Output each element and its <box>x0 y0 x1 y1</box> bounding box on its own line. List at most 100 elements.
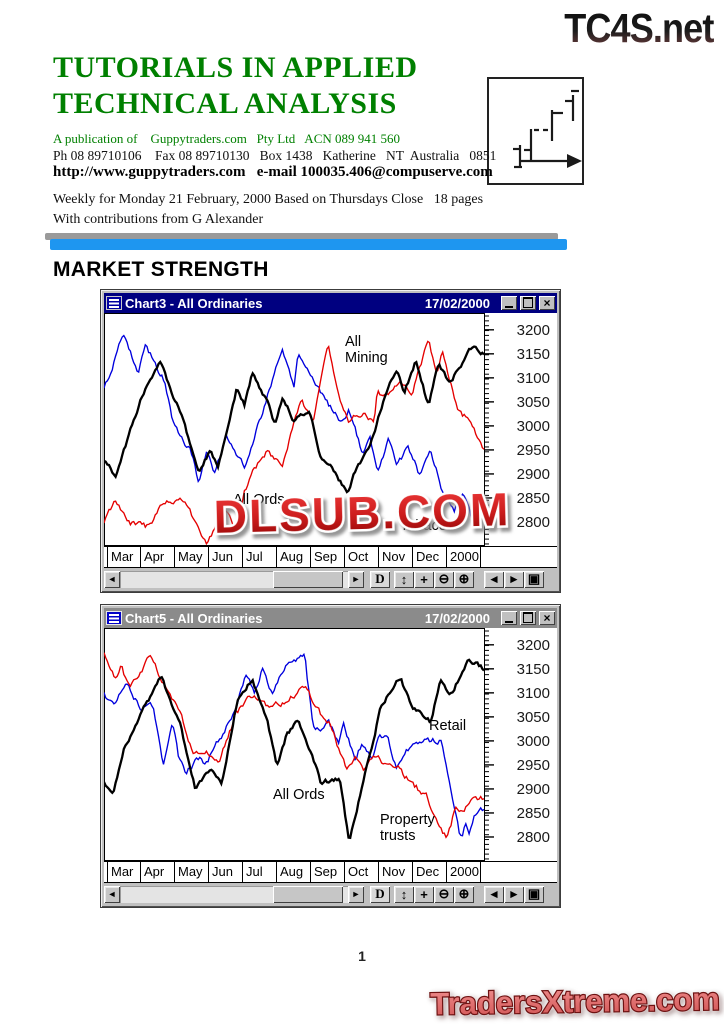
chart5-plot: 3200 3150 3100 3050 3000 2950 2900 2850 2800 Reta… <box>102 628 550 861</box>
page-title-line2: TECHNICAL ANALYSIS <box>53 87 397 120</box>
series-label: Retail <box>429 718 466 734</box>
chart3-window[interactable]: Chart3 - All Ordinaries 17/02/2000 × 320… <box>100 289 561 593</box>
scrollbar-thumb[interactable] <box>272 570 344 588</box>
page-title-line1: TUTORIALS IN APPLIED <box>53 51 418 84</box>
vertical-scale-icon[interactable]: ↕ <box>394 570 414 588</box>
month-cell: Sep <box>311 862 345 882</box>
minimize-button[interactable] <box>501 611 517 625</box>
window-date: 17/02/2000 <box>424 295 490 311</box>
series-retail <box>103 652 485 837</box>
y-tick-label: 3050 <box>517 709 550 726</box>
scrollbar-thumb[interactable] <box>272 885 344 903</box>
publisher-line: A publication of Guppytraders.com Pty Lt… <box>53 131 401 146</box>
y-tick-label: 2800 <box>517 514 550 531</box>
prev-chart-button[interactable]: ◄ <box>484 570 504 588</box>
y-tick-label: 3050 <box>517 394 550 411</box>
vertical-scale-icon[interactable]: ↕ <box>394 885 414 903</box>
y-tick-label: 2850 <box>517 490 550 507</box>
scroll-left-button[interactable]: ◄ <box>104 885 120 903</box>
month-cell: Jul <box>243 862 277 882</box>
chart3-titlebar[interactable]: Chart3 - All Ordinaries 17/02/2000 × <box>104 293 557 313</box>
maximize-icon <box>523 612 533 623</box>
y-tick-label: 2900 <box>517 466 550 483</box>
zoom-in-icon[interactable]: ⊕ <box>454 885 474 903</box>
prev-chart-button[interactable]: ◄ <box>484 885 504 903</box>
series-label: All Ords <box>233 492 285 508</box>
y-tick-label: 2950 <box>517 442 550 459</box>
next-chart-button[interactable]: ► <box>504 885 524 903</box>
month-cell: Apr <box>141 862 175 882</box>
y-tick-label: 3200 <box>517 322 550 339</box>
month-cell: 2000 <box>447 547 481 567</box>
y-tick-label: 3150 <box>517 661 550 678</box>
month-cell: Jul <box>243 547 277 567</box>
month-cell: Oct <box>345 862 379 882</box>
dlsub-watermark-text: DLSUB.COM <box>213 483 511 543</box>
month-cell: Mar <box>107 862 141 882</box>
page-number: 1 <box>358 948 366 964</box>
close-button[interactable]: × <box>539 611 555 625</box>
close-icon: × <box>543 611 551 625</box>
chart3-plot: 3200 3150 3100 3050 3000 2950 2900 2850 2800 All M… <box>103 313 550 546</box>
zoom-in-icon[interactable]: ⊕ <box>454 570 474 588</box>
series-label: Property trusts <box>380 812 436 844</box>
maximize-button[interactable] <box>520 296 536 310</box>
y-tick-label: 3000 <box>517 418 550 435</box>
daily-period-button[interactable]: D <box>370 570 390 588</box>
chart3-toolbar: ◄ ► D ↕ + ⊖ ⊕ ◄ ► ▣ <box>104 568 557 589</box>
scrollbar-track[interactable] <box>120 570 348 588</box>
next-chart-button[interactable]: ► <box>504 570 524 588</box>
minimize-icon <box>505 303 513 308</box>
scrollbar-track[interactable] <box>120 885 348 903</box>
month-cell: Aug <box>277 547 311 567</box>
month-cell: Dec <box>413 547 447 567</box>
chart-window-icon <box>106 296 122 310</box>
month-cell: Jun <box>209 547 243 567</box>
series-label: All Ords <box>273 787 325 803</box>
daily-period-button[interactable]: D <box>370 885 390 903</box>
series-all-ords <box>103 345 485 494</box>
month-cell: Sep <box>311 547 345 567</box>
page-title: TUTORIALS IN APPLIED TECHNICAL ANALYSIS <box>53 50 418 122</box>
window-tile-button[interactable]: ▣ <box>524 885 544 903</box>
scroll-right-button[interactable]: ► <box>348 885 364 903</box>
minimize-button[interactable] <box>501 296 517 310</box>
scroll-left-button[interactable]: ◄ <box>104 570 120 588</box>
y-tick-label: 3100 <box>517 370 550 387</box>
pan-icon[interactable]: + <box>414 570 434 588</box>
website-email-line[interactable]: http://www.guppytraders.com e-mail 10003… <box>53 164 493 180</box>
tradersxtreme-logo: TradersXtreme.com <box>429 982 721 1022</box>
month-cell: Dec <box>413 862 447 882</box>
divider-shadow-bar <box>45 233 558 240</box>
month-cell: 2000 <box>447 862 481 882</box>
pan-icon[interactable]: + <box>414 885 434 903</box>
series-all-ords <box>102 658 485 840</box>
section-heading: MARKET STRENGTH <box>53 258 269 281</box>
window-title: Chart3 - All Ordinaries <box>125 295 263 311</box>
series-label: All Mining <box>345 334 388 366</box>
window-tile-button[interactable]: ▣ <box>524 570 544 588</box>
chart3-month-axis: Mar Apr May Jun Jul Aug Sep Oct Nov Dec 2000 <box>104 546 557 568</box>
chart5-titlebar[interactable]: Chart5 - All Ordinaries 17/02/2000 × <box>104 608 557 628</box>
contact-line: Ph 08 89710106 Fax 08 89710130 Box 1438 … <box>53 148 497 163</box>
zoom-out-icon[interactable]: ⊖ <box>434 885 454 903</box>
contributions-line: With contributions from G Alexander <box>53 212 264 227</box>
chart5-toolbar: ◄ ► D ↕ + ⊖ ⊕ ◄ ► ▣ <box>104 883 557 904</box>
tc4s-logo-text: TC4S.net <box>564 6 714 50</box>
divider-blue-bar <box>50 239 567 250</box>
plot-border <box>104 313 485 546</box>
month-cell: May <box>175 862 209 882</box>
y-tick-label: 3150 <box>517 346 550 363</box>
maximize-icon <box>523 297 533 308</box>
window-date: 17/02/2000 <box>424 610 490 626</box>
scroll-right-button[interactable]: ► <box>348 570 364 588</box>
month-cell: Jun <box>209 862 243 882</box>
close-button[interactable]: × <box>539 296 555 310</box>
chart-window-icon <box>106 611 122 625</box>
chart5-window[interactable]: Chart5 - All Ordinaries 17/02/2000 × 320… <box>100 604 561 908</box>
zoom-out-icon[interactable]: ⊖ <box>434 570 454 588</box>
tradersxtreme-logo-text: TradersXtreme.com <box>430 982 720 1022</box>
y-tick-label: 2900 <box>517 781 550 798</box>
maximize-button[interactable] <box>520 611 536 625</box>
